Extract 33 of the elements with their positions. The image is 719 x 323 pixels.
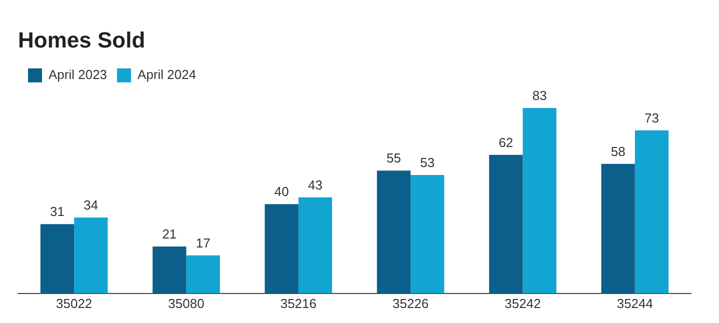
chart-title: Homes Sold: [18, 27, 146, 52]
data-label: 58: [610, 144, 626, 159]
bar: [186, 255, 220, 294]
x-tick-label: 35226: [392, 296, 429, 311]
x-tick-label: 35244: [616, 296, 653, 311]
x-tick-label: 35022: [56, 296, 92, 311]
x-tick-label: 35080: [168, 296, 204, 311]
legend-label: April 2024: [138, 66, 196, 82]
data-label: 55: [386, 150, 401, 166]
data-label: 17: [196, 236, 210, 251]
bar: [522, 108, 556, 294]
x-tick-label: 35216: [280, 296, 316, 311]
data-label: 43: [308, 177, 322, 192]
bar: [376, 170, 411, 294]
data-label: 62: [498, 135, 514, 150]
x-tick-label: 35242: [504, 296, 541, 311]
bar: [298, 197, 332, 294]
bar: [489, 154, 523, 294]
bar: [74, 217, 108, 294]
data-label: 21: [162, 226, 177, 242]
data-label: 83: [532, 88, 547, 104]
data-label: 53: [420, 155, 435, 170]
bar: [264, 204, 298, 294]
data-label: 40: [274, 184, 289, 200]
data-label: 34: [84, 198, 98, 213]
bar: [634, 130, 669, 294]
data-label: 73: [644, 110, 659, 126]
bar: [152, 246, 186, 294]
bar: [40, 224, 74, 294]
bar: [410, 175, 444, 294]
data-label: 31: [50, 204, 64, 220]
legend-label: April 2023: [48, 66, 108, 82]
bar: [601, 164, 635, 294]
